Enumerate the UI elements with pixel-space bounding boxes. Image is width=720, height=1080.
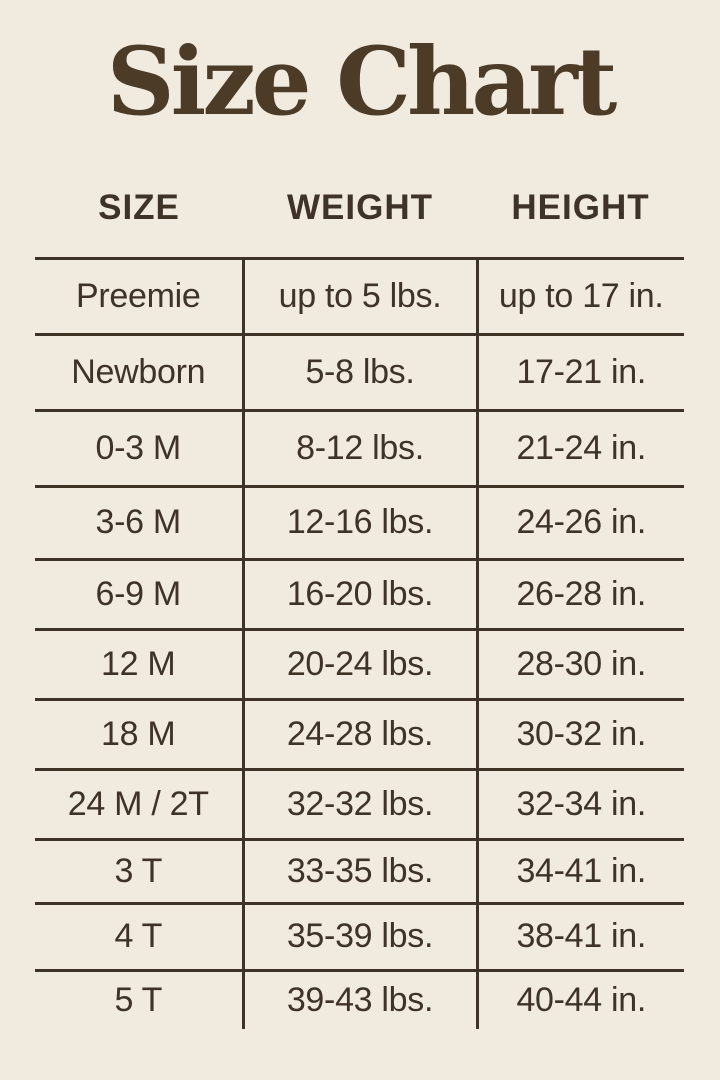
weight-cell: 8-12 lbs. xyxy=(243,408,479,486)
column-header-size: SIZE xyxy=(98,188,180,228)
table-row: Preemie up to 5 lbs. up to 17 in. xyxy=(35,256,684,334)
height-cell: 38-41 in. xyxy=(477,901,684,970)
size-cell: Newborn xyxy=(35,332,245,410)
size-cell: 6-9 M xyxy=(35,557,245,629)
weight-cell: 32-32 lbs. xyxy=(243,767,479,839)
height-cell: 21-24 in. xyxy=(477,408,684,486)
weight-cell: 16-20 lbs. xyxy=(243,557,479,629)
size-cell: 4 T xyxy=(35,901,245,970)
size-cell: 3-6 M xyxy=(35,484,245,559)
weight-cell: 24-28 lbs. xyxy=(243,697,479,769)
height-cell: 24-26 in. xyxy=(477,484,684,559)
table-row: Newborn 5-8 lbs. 17-21 in. xyxy=(35,332,684,410)
table-row: 5 T 39-43 lbs. 40-44 in. xyxy=(35,968,684,1029)
height-cell: 17-21 in. xyxy=(477,332,684,410)
page-title: Size Chart xyxy=(106,27,618,137)
table-row: 24 M / 2T 32-32 lbs. 32-34 in. xyxy=(35,767,684,839)
weight-cell: 33-35 lbs. xyxy=(243,837,479,903)
weight-cell: 39-43 lbs. xyxy=(243,968,479,1029)
height-cell: 28-30 in. xyxy=(477,627,684,699)
size-cell: Preemie xyxy=(35,256,245,334)
height-cell: 30-32 in. xyxy=(477,697,684,769)
weight-cell: up to 5 lbs. xyxy=(243,256,479,334)
height-cell: 26-28 in. xyxy=(477,557,684,629)
size-cell: 5 T xyxy=(35,968,245,1029)
weight-cell: 5-8 lbs. xyxy=(243,332,479,410)
table-row: 6-9 M 16-20 lbs. 26-28 in. xyxy=(35,557,684,629)
size-cell: 3 T xyxy=(35,837,245,903)
table-row: 4 T 35-39 lbs. 38-41 in. xyxy=(35,901,684,970)
height-cell: up to 17 in. xyxy=(477,256,684,334)
size-cell: 18 M xyxy=(35,697,245,769)
size-cell: 24 M / 2T xyxy=(35,767,245,839)
weight-cell: 35-39 lbs. xyxy=(243,901,479,970)
size-chart-table: SIZE WEIGHT HEIGHT Preemie up to 5 lbs. … xyxy=(35,174,684,1029)
table-row: 0-3 M 8-12 lbs. 21-24 in. xyxy=(35,408,684,486)
table-row: 18 M 24-28 lbs. 30-32 in. xyxy=(35,697,684,769)
weight-cell: 12-16 lbs. xyxy=(243,484,479,559)
column-header-weight: WEIGHT xyxy=(287,188,433,228)
table-row: 3 T 33-35 lbs. 34-41 in. xyxy=(35,837,684,903)
table-row: 3-6 M 12-16 lbs. 24-26 in. xyxy=(35,484,684,559)
table-row: 12 M 20-24 lbs. 28-30 in. xyxy=(35,627,684,699)
weight-cell: 20-24 lbs. xyxy=(243,627,479,699)
header-row: SIZE WEIGHT HEIGHT xyxy=(35,174,684,258)
size-cell: 0-3 M xyxy=(35,408,245,486)
height-cell: 32-34 in. xyxy=(477,767,684,839)
column-header-height: HEIGHT xyxy=(511,188,650,228)
height-cell: 40-44 in. xyxy=(477,968,684,1029)
height-cell: 34-41 in. xyxy=(477,837,684,903)
size-cell: 12 M xyxy=(35,627,245,699)
